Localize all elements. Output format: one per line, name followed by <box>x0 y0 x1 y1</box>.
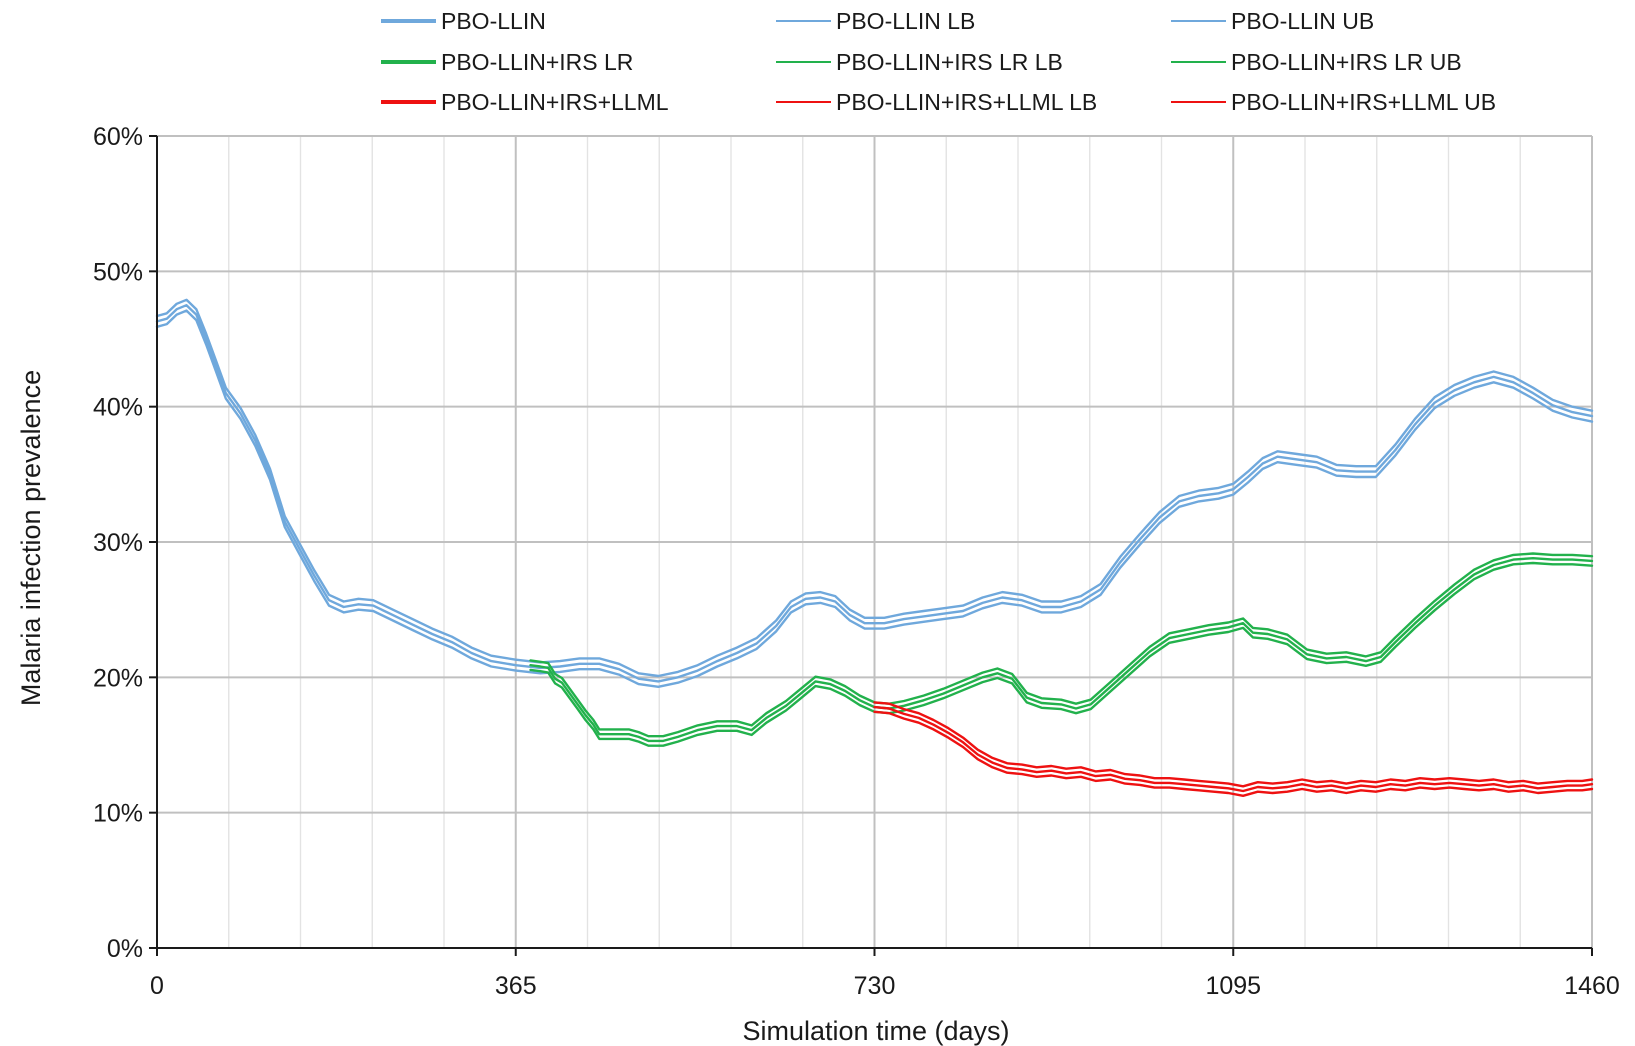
series-line-4 <box>529 561 1594 747</box>
legend-label-5: PBO-LLIN+IRS LR UB <box>1231 49 1462 75</box>
axes <box>149 135 1593 956</box>
legend-label-6: PBO-LLIN+IRS+LLML <box>441 89 669 115</box>
legend-label-0: PBO-LLIN <box>441 8 546 34</box>
series-line-7 <box>873 710 1594 797</box>
series-line-0 <box>155 304 1594 683</box>
legend: PBO-LLIN PBO-LLIN LB PBO-LLIN UB PBO-LLIN+I… <box>381 8 1496 115</box>
y-tick-label: 60% <box>93 123 143 151</box>
y-tick-label: 40% <box>93 394 143 422</box>
legend-label-4: PBO-LLIN+IRS LR LB <box>836 49 1063 75</box>
y-tick-label: 50% <box>93 258 143 286</box>
y-tick-label: 20% <box>93 664 143 692</box>
series-line-6 <box>873 705 1594 793</box>
y-axis-title: Malaria infection prevalence <box>16 370 46 706</box>
legend-label-3: PBO-LLIN+IRS LR <box>441 49 633 75</box>
series-line-1 <box>155 309 1594 688</box>
series-line-3 <box>529 557 1594 743</box>
x-axis-title: Simulation time (days) <box>742 1016 1009 1046</box>
legend-label-1: PBO-LLIN LB <box>836 8 975 34</box>
legend-label-7: PBO-LLIN+IRS+LLML LB <box>836 89 1097 115</box>
series-line-8 <box>873 701 1594 788</box>
x-tick-label: 0 <box>150 972 164 1000</box>
grid <box>157 135 1593 948</box>
y-tick-label: 0% <box>107 935 143 963</box>
x-tick-label: 1095 <box>1205 972 1261 1000</box>
legend-label-8: PBO-LLIN+IRS+LLML UB <box>1231 89 1496 115</box>
series-layer <box>155 298 1594 797</box>
tick-labels: 0% 10% 20% 30% 40% 50% 60% 0 365 730 1095 1460 <box>93 123 1620 1000</box>
x-tick-label: 730 <box>854 972 896 1000</box>
x-tick-label: 365 <box>495 972 537 1000</box>
y-tick-label: 30% <box>93 529 143 557</box>
y-tick-label: 10% <box>93 800 143 828</box>
x-tick-label: 1460 <box>1564 972 1620 1000</box>
series-line-5 <box>529 552 1594 738</box>
legend-label-2: PBO-LLIN UB <box>1231 8 1374 34</box>
series-line-2 <box>155 298 1594 678</box>
